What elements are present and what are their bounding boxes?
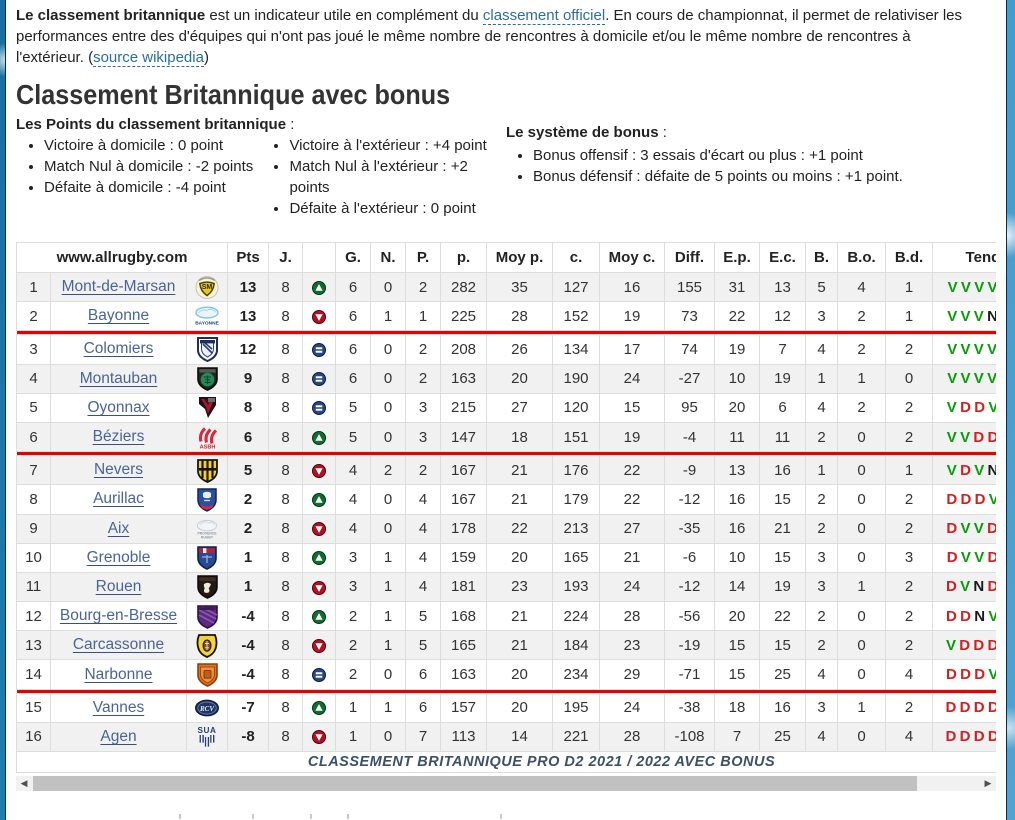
svg-text:RCV: RCV [199, 705, 215, 713]
svg-text:SM: SM [202, 284, 213, 291]
svg-text:RUGBY: RUGBY [201, 535, 214, 539]
svg-text:ASBH: ASBH [199, 444, 215, 450]
svg-text:SUA: SUA [197, 726, 216, 735]
svg-text:PROVENCE: PROVENCE [197, 531, 217, 535]
svg-text:BAYONNE: BAYONNE [195, 321, 219, 327]
